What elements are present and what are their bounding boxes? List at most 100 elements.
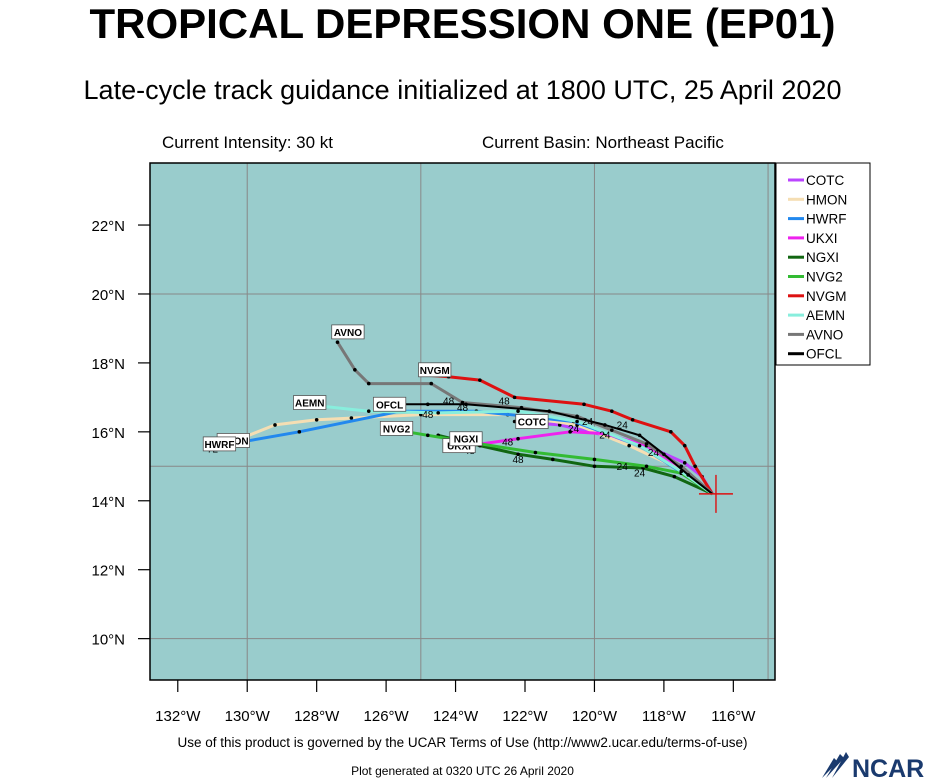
- legend-label-nvg2: NVG2: [806, 270, 843, 285]
- model-legend: COTC HMON HWRF UKXI NGXI NVG2 NVGM AEMN AVNO OFCL: [775, 162, 871, 366]
- model-label-aemn: AEMN: [295, 399, 324, 410]
- lon-tick-label: 120°W: [572, 708, 618, 725]
- track-point: [516, 409, 520, 413]
- model-label-box: [293, 395, 327, 410]
- model-label-box: [331, 324, 365, 340]
- forecast-hour-label: 24: [634, 469, 646, 480]
- plot-generated-note: Plot generated at 0320 UTC 26 April 2020: [351, 764, 574, 778]
- lon-tick-label: 128°W: [294, 708, 340, 725]
- track-point: [478, 378, 482, 382]
- track-point: [464, 402, 468, 407]
- model-label-ukxi: UKXI: [447, 442, 471, 453]
- track-point: [662, 452, 666, 457]
- lon-tick-label: 118°W: [642, 708, 687, 725]
- lat-tick-label: 12°N: [91, 563, 125, 580]
- forecast-hour-label: 24: [568, 424, 580, 435]
- legend-label-avno: AVNO: [806, 327, 843, 342]
- page-title: TROPICAL DEPRESSION ONE (EP01): [89, 0, 836, 47]
- model-label-box: [202, 436, 237, 452]
- track-point: [644, 464, 649, 469]
- lon-tick-label: 116°W: [711, 708, 756, 725]
- lat-tick-label: 20°N: [91, 287, 125, 304]
- track-ngxi: [437, 433, 714, 496]
- track-point: [550, 457, 555, 462]
- track-point: [366, 381, 371, 386]
- ocean-background: [150, 163, 775, 680]
- current-basin: Current Basin: Northeast Pacific: [482, 133, 724, 152]
- lon-tick-label: 130°W: [225, 708, 271, 725]
- model-label-cotc: COTC: [518, 418, 546, 429]
- model-label-ngxi: NGXI: [454, 435, 479, 446]
- track-point: [425, 433, 430, 438]
- track-point: [297, 430, 302, 434]
- forecast-hour-label: 24: [617, 462, 629, 473]
- model-label-box: [379, 420, 414, 436]
- track-point: [557, 423, 562, 427]
- lat-tick-label: 16°N: [91, 425, 125, 442]
- forecast-hour-label: 48: [499, 396, 511, 407]
- model-label-nvg2: NVG2: [383, 424, 411, 435]
- track-point: [533, 450, 538, 455]
- track-point: [610, 428, 614, 432]
- lat-tick-label: 10°N: [91, 632, 125, 649]
- lon-tick-label: 126°W: [364, 708, 410, 725]
- legend-label-nvgm: NVGM: [806, 289, 847, 304]
- terms-of-use-note: Use of this product is governed by the U…: [177, 735, 748, 750]
- lon-tick-label: 122°W: [502, 708, 548, 725]
- track-point: [575, 419, 579, 424]
- map-frame: [149, 162, 776, 681]
- track-point: [682, 461, 687, 465]
- model-label-avno: AVNO: [334, 328, 362, 339]
- track-point: [429, 381, 434, 386]
- track-point: [637, 443, 642, 448]
- track-point: [335, 340, 340, 345]
- track-point: [682, 443, 687, 448]
- legend-label-ukxi: UKXI: [806, 231, 838, 246]
- lon-tick-label: 124°W: [433, 708, 479, 725]
- forecast-hour-label: 24: [648, 448, 660, 459]
- legend-label-hmon: HMON: [806, 192, 847, 207]
- track-point: [592, 464, 597, 469]
- lon-tick-label: 132°W: [155, 708, 201, 725]
- track-point: [568, 430, 572, 434]
- legend-label-cotc: COTC: [806, 173, 844, 188]
- track-point: [516, 452, 520, 457]
- forecast-hour-label: 48: [422, 410, 434, 421]
- track-point: [672, 474, 677, 479]
- track-nvg2: [385, 426, 714, 496]
- model-label-box: [372, 396, 407, 412]
- model-label-box: [515, 414, 549, 429]
- track-point: [582, 402, 586, 407]
- page-subtitle: Late-cycle track guidance initialized at…: [83, 75, 842, 105]
- ncar-logo: NCAR: [822, 752, 924, 780]
- model-label-box: [449, 431, 483, 447]
- track-point: [627, 443, 631, 448]
- forecast-hour-label: 24: [582, 417, 594, 428]
- track-point: [273, 423, 277, 427]
- track-point: [314, 417, 319, 422]
- forecast-hour-label: 48: [502, 438, 514, 449]
- track-point: [686, 473, 690, 477]
- legend-label-ofcl: OFCL: [806, 347, 842, 362]
- lat-tick-label: 14°N: [91, 494, 125, 511]
- ncar-logo-mark: [822, 752, 849, 778]
- track-point: [644, 442, 649, 446]
- track-point: [693, 464, 697, 469]
- ncar-logo-text: NCAR: [852, 755, 924, 780]
- track-point: [669, 430, 673, 434]
- forecast-hour-label: 48: [443, 396, 455, 407]
- forecast-hour-label: 24: [617, 420, 629, 431]
- forecast-hour-label: 48: [457, 403, 469, 414]
- track-point: [603, 423, 607, 427]
- legend-label-ngxi: NGXI: [806, 250, 839, 265]
- track-hmon: [239, 413, 714, 496]
- map-axes: 132°W 130°W 128°W 126°W 124°W 122°W 120°W 118°W…: [91, 218, 756, 725]
- model-label-nvgm: NVGM: [420, 366, 450, 377]
- legend-box: [775, 162, 871, 366]
- track-point: [512, 395, 517, 400]
- track-point: [349, 416, 354, 420]
- track-point: [436, 411, 440, 415]
- map-plot-area: 722448482448242448244824482448COTCHMONHW…: [149, 162, 776, 681]
- track-point: [366, 409, 371, 413]
